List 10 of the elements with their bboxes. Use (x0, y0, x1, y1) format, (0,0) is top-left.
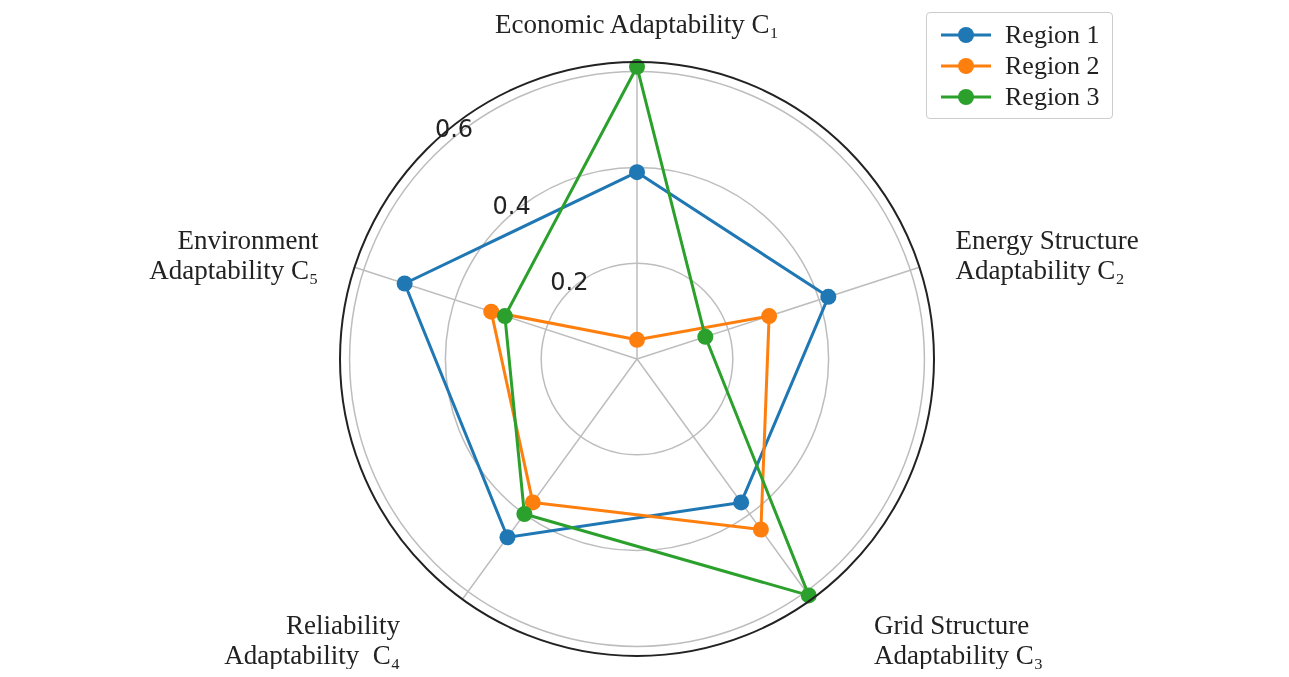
spoke-label: Reliability Adaptability C₄ (224, 610, 401, 671)
legend-label: Region 2 (1005, 50, 1100, 81)
spoke-label: Grid Structure Adaptability C₃ (873, 610, 1044, 671)
legend-label: Region 1 (1005, 19, 1100, 50)
spoke-label: Energy Structure Adaptability C₂ (955, 225, 1139, 286)
spoke-label: Economic Adaptability C₁ (495, 9, 779, 39)
legend-label: Region 3 (1005, 81, 1100, 112)
y-tick-label: 0.4 (492, 191, 531, 220)
spoke-label: Environment Adaptability C₅ (149, 225, 319, 286)
y-tick-label: 0.2 (550, 268, 589, 297)
